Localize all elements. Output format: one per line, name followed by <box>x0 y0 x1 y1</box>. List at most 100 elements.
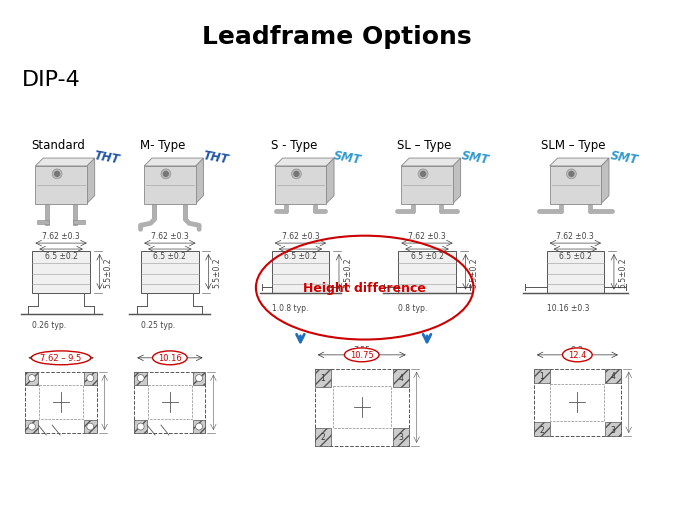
Text: SMT: SMT <box>332 149 362 167</box>
Bar <box>26 372 38 385</box>
Bar <box>315 428 331 446</box>
Bar <box>134 372 147 385</box>
Circle shape <box>28 423 35 430</box>
Text: SMT: SMT <box>609 149 639 167</box>
Bar <box>333 386 391 429</box>
Polygon shape <box>402 159 460 167</box>
Circle shape <box>87 423 94 430</box>
Text: 6.5 ±0.2: 6.5 ±0.2 <box>153 251 186 261</box>
Circle shape <box>569 172 574 177</box>
Text: M- Type: M- Type <box>140 139 186 152</box>
Bar <box>550 384 604 421</box>
Bar <box>398 251 456 293</box>
Polygon shape <box>196 159 203 204</box>
Text: SLM – Type: SLM – Type <box>541 139 605 152</box>
Text: 7.55: 7.55 <box>353 345 370 355</box>
Bar <box>184 204 187 220</box>
Text: 5.5±0.2: 5.5±0.2 <box>343 257 352 287</box>
Text: SL – Type: SL – Type <box>398 139 452 152</box>
Bar <box>534 369 549 383</box>
Text: 7.62 ±0.3: 7.62 ±0.3 <box>281 232 319 241</box>
Bar <box>32 251 90 293</box>
Text: DIP-4: DIP-4 <box>22 70 80 90</box>
Bar <box>315 369 408 446</box>
Bar <box>45 204 49 226</box>
Circle shape <box>52 170 62 179</box>
Bar <box>74 204 78 226</box>
Bar <box>39 386 83 419</box>
Text: 7.62 ±0.3: 7.62 ±0.3 <box>556 232 594 241</box>
Text: 9.2: 9.2 <box>571 345 584 355</box>
Text: 3: 3 <box>398 433 403 441</box>
Bar <box>605 369 621 383</box>
Bar <box>605 422 621 436</box>
Text: 10.16 ±0.3: 10.16 ±0.3 <box>547 304 589 313</box>
Text: THT: THT <box>92 149 120 166</box>
Text: 1.0.8 typ.: 1.0.8 typ. <box>272 304 308 313</box>
Circle shape <box>196 423 202 430</box>
Text: Height difference: Height difference <box>303 282 426 294</box>
Text: SMT: SMT <box>460 149 491 167</box>
Ellipse shape <box>32 351 90 365</box>
Polygon shape <box>87 159 95 204</box>
Polygon shape <box>601 159 609 204</box>
Text: 7.62 ±0.3: 7.62 ±0.3 <box>43 232 80 241</box>
Bar <box>148 386 192 419</box>
Bar <box>134 372 205 433</box>
Bar <box>74 221 85 225</box>
Text: 7.62 ±0.3: 7.62 ±0.3 <box>408 232 446 241</box>
Text: 6.5 ±0.2: 6.5 ±0.2 <box>410 251 443 261</box>
Text: 12.4: 12.4 <box>568 350 587 360</box>
Text: 6.5 ±0.2: 6.5 ±0.2 <box>45 251 78 261</box>
Circle shape <box>55 172 59 177</box>
Bar <box>192 420 205 433</box>
Polygon shape <box>453 159 460 204</box>
Polygon shape <box>549 159 609 167</box>
Bar <box>549 167 601 204</box>
Bar <box>534 422 549 436</box>
Circle shape <box>418 170 428 179</box>
Ellipse shape <box>562 348 592 362</box>
Text: THT: THT <box>202 149 230 166</box>
Text: Standard: Standard <box>32 139 85 152</box>
Bar <box>393 428 408 446</box>
Bar <box>84 420 97 433</box>
Text: 5.5±0.2: 5.5±0.2 <box>103 257 113 287</box>
Polygon shape <box>35 159 95 167</box>
Text: 3: 3 <box>610 425 616 434</box>
Text: 0.25 typ.: 0.25 typ. <box>141 321 176 330</box>
Bar <box>192 372 205 385</box>
Text: Leadframe Options: Leadframe Options <box>202 24 472 48</box>
Text: 2: 2 <box>539 425 544 434</box>
Circle shape <box>137 375 144 382</box>
Text: 4: 4 <box>610 371 616 380</box>
Text: 6.5 ±0.2: 6.5 ±0.2 <box>284 251 317 261</box>
Bar <box>402 167 453 204</box>
Text: 5.5±0.2: 5.5±0.2 <box>618 257 627 287</box>
Bar <box>134 420 147 433</box>
Polygon shape <box>275 159 334 167</box>
Text: 10.75: 10.75 <box>350 350 373 360</box>
Bar <box>272 251 329 293</box>
Ellipse shape <box>153 351 187 365</box>
Bar <box>315 369 331 387</box>
Bar <box>26 372 97 433</box>
Bar <box>26 420 38 433</box>
Text: 5.5±0.2: 5.5±0.2 <box>470 257 479 287</box>
Bar <box>35 167 87 204</box>
Bar <box>84 372 97 385</box>
Circle shape <box>196 375 202 382</box>
Circle shape <box>87 375 94 382</box>
Text: S - Type: S - Type <box>271 139 317 152</box>
Circle shape <box>163 172 168 177</box>
Text: 2: 2 <box>321 433 325 441</box>
Text: 7.62 – 9.5: 7.62 – 9.5 <box>40 354 82 363</box>
Text: 7.62 ±0.3: 7.62 ±0.3 <box>151 232 189 241</box>
Circle shape <box>421 172 425 177</box>
Bar <box>144 167 196 204</box>
Circle shape <box>292 170 302 179</box>
Circle shape <box>161 170 171 179</box>
Bar <box>534 369 621 436</box>
Bar <box>275 167 326 204</box>
Text: 1: 1 <box>539 371 544 380</box>
